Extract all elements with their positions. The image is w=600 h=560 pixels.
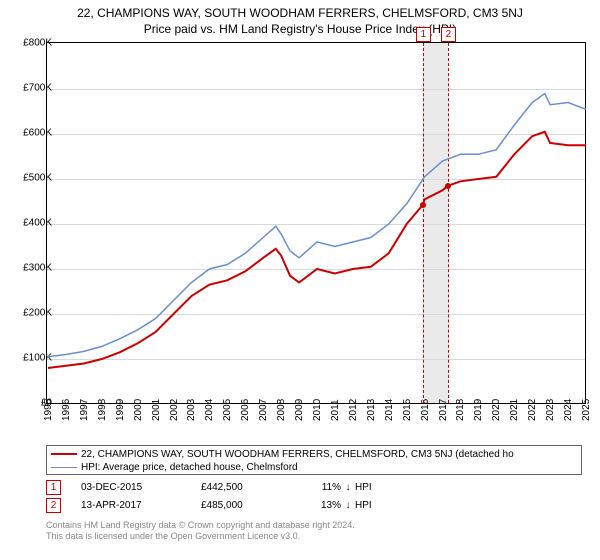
y-tick-label: £500K xyxy=(8,173,52,184)
footer-line-2: This data is licensed under the Open Gov… xyxy=(46,531,586,542)
footer-line-1: Contains HM Land Registry data © Crown c… xyxy=(46,520,586,531)
y-tick-label: £300K xyxy=(8,263,52,274)
sale-row: 1 03-DEC-2015£442,50011%↓HPI xyxy=(46,480,586,496)
sale-vs-hpi: HPI xyxy=(355,498,372,514)
y-tick-label: £400K xyxy=(8,218,52,229)
plot-area: 12 xyxy=(46,42,586,404)
down-arrow-icon: ↓ xyxy=(341,480,355,496)
y-tick-label: £700K xyxy=(8,83,52,94)
series-price_paid xyxy=(48,132,586,368)
sale-dot xyxy=(420,202,426,208)
sale-marker-1: 1 xyxy=(416,27,431,42)
sale-row-marker: 1 xyxy=(46,480,61,495)
sale-dot xyxy=(445,183,451,189)
sale-row: 2 13-APR-2017£485,00013%↓HPI xyxy=(46,498,586,514)
legend-item: 22, CHAMPIONS WAY, SOUTH WOODHAM FERRERS… xyxy=(51,448,577,461)
sale-vs-hpi: HPI xyxy=(355,480,372,496)
legend-label: 22, CHAMPIONS WAY, SOUTH WOODHAM FERRERS… xyxy=(81,449,514,460)
legend: 22, CHAMPIONS WAY, SOUTH WOODHAM FERRERS… xyxy=(46,445,582,475)
chart-container: 22, CHAMPIONS WAY, SOUTH WOODHAM FERRERS… xyxy=(0,0,600,560)
y-tick-label: £600K xyxy=(8,128,52,139)
y-tick-label: £200K xyxy=(8,308,52,319)
sale-price: £442,500 xyxy=(201,480,301,496)
legend-swatch xyxy=(51,467,77,468)
legend-item: HPI: Average price, detached house, Chel… xyxy=(51,461,577,474)
chart-title: 22, CHAMPIONS WAY, SOUTH WOODHAM FERRERS… xyxy=(0,0,600,20)
x-axis-ticks: 1995199619971998199920002001200220032004… xyxy=(46,405,586,445)
legend-label: HPI: Average price, detached house, Chel… xyxy=(81,462,298,473)
y-tick-label: £100K xyxy=(8,353,52,364)
down-arrow-icon: ↓ xyxy=(341,498,355,514)
line-series xyxy=(47,43,587,405)
sale-price: £485,000 xyxy=(201,498,301,514)
series-hpi xyxy=(48,94,586,357)
legend-swatch xyxy=(51,453,77,455)
y-tick-label: £800K xyxy=(8,38,52,49)
chart-subtitle: Price paid vs. HM Land Registry's House … xyxy=(0,20,600,36)
sale-pct: 11% xyxy=(301,480,341,496)
sale-date: 03-DEC-2015 xyxy=(81,480,201,496)
sale-date: 13-APR-2017 xyxy=(81,498,201,514)
sale-row-marker: 2 xyxy=(46,498,61,513)
sale-marker-2: 2 xyxy=(441,27,456,42)
footer-attribution: Contains HM Land Registry data © Crown c… xyxy=(46,520,586,543)
sale-pct: 13% xyxy=(301,498,341,514)
